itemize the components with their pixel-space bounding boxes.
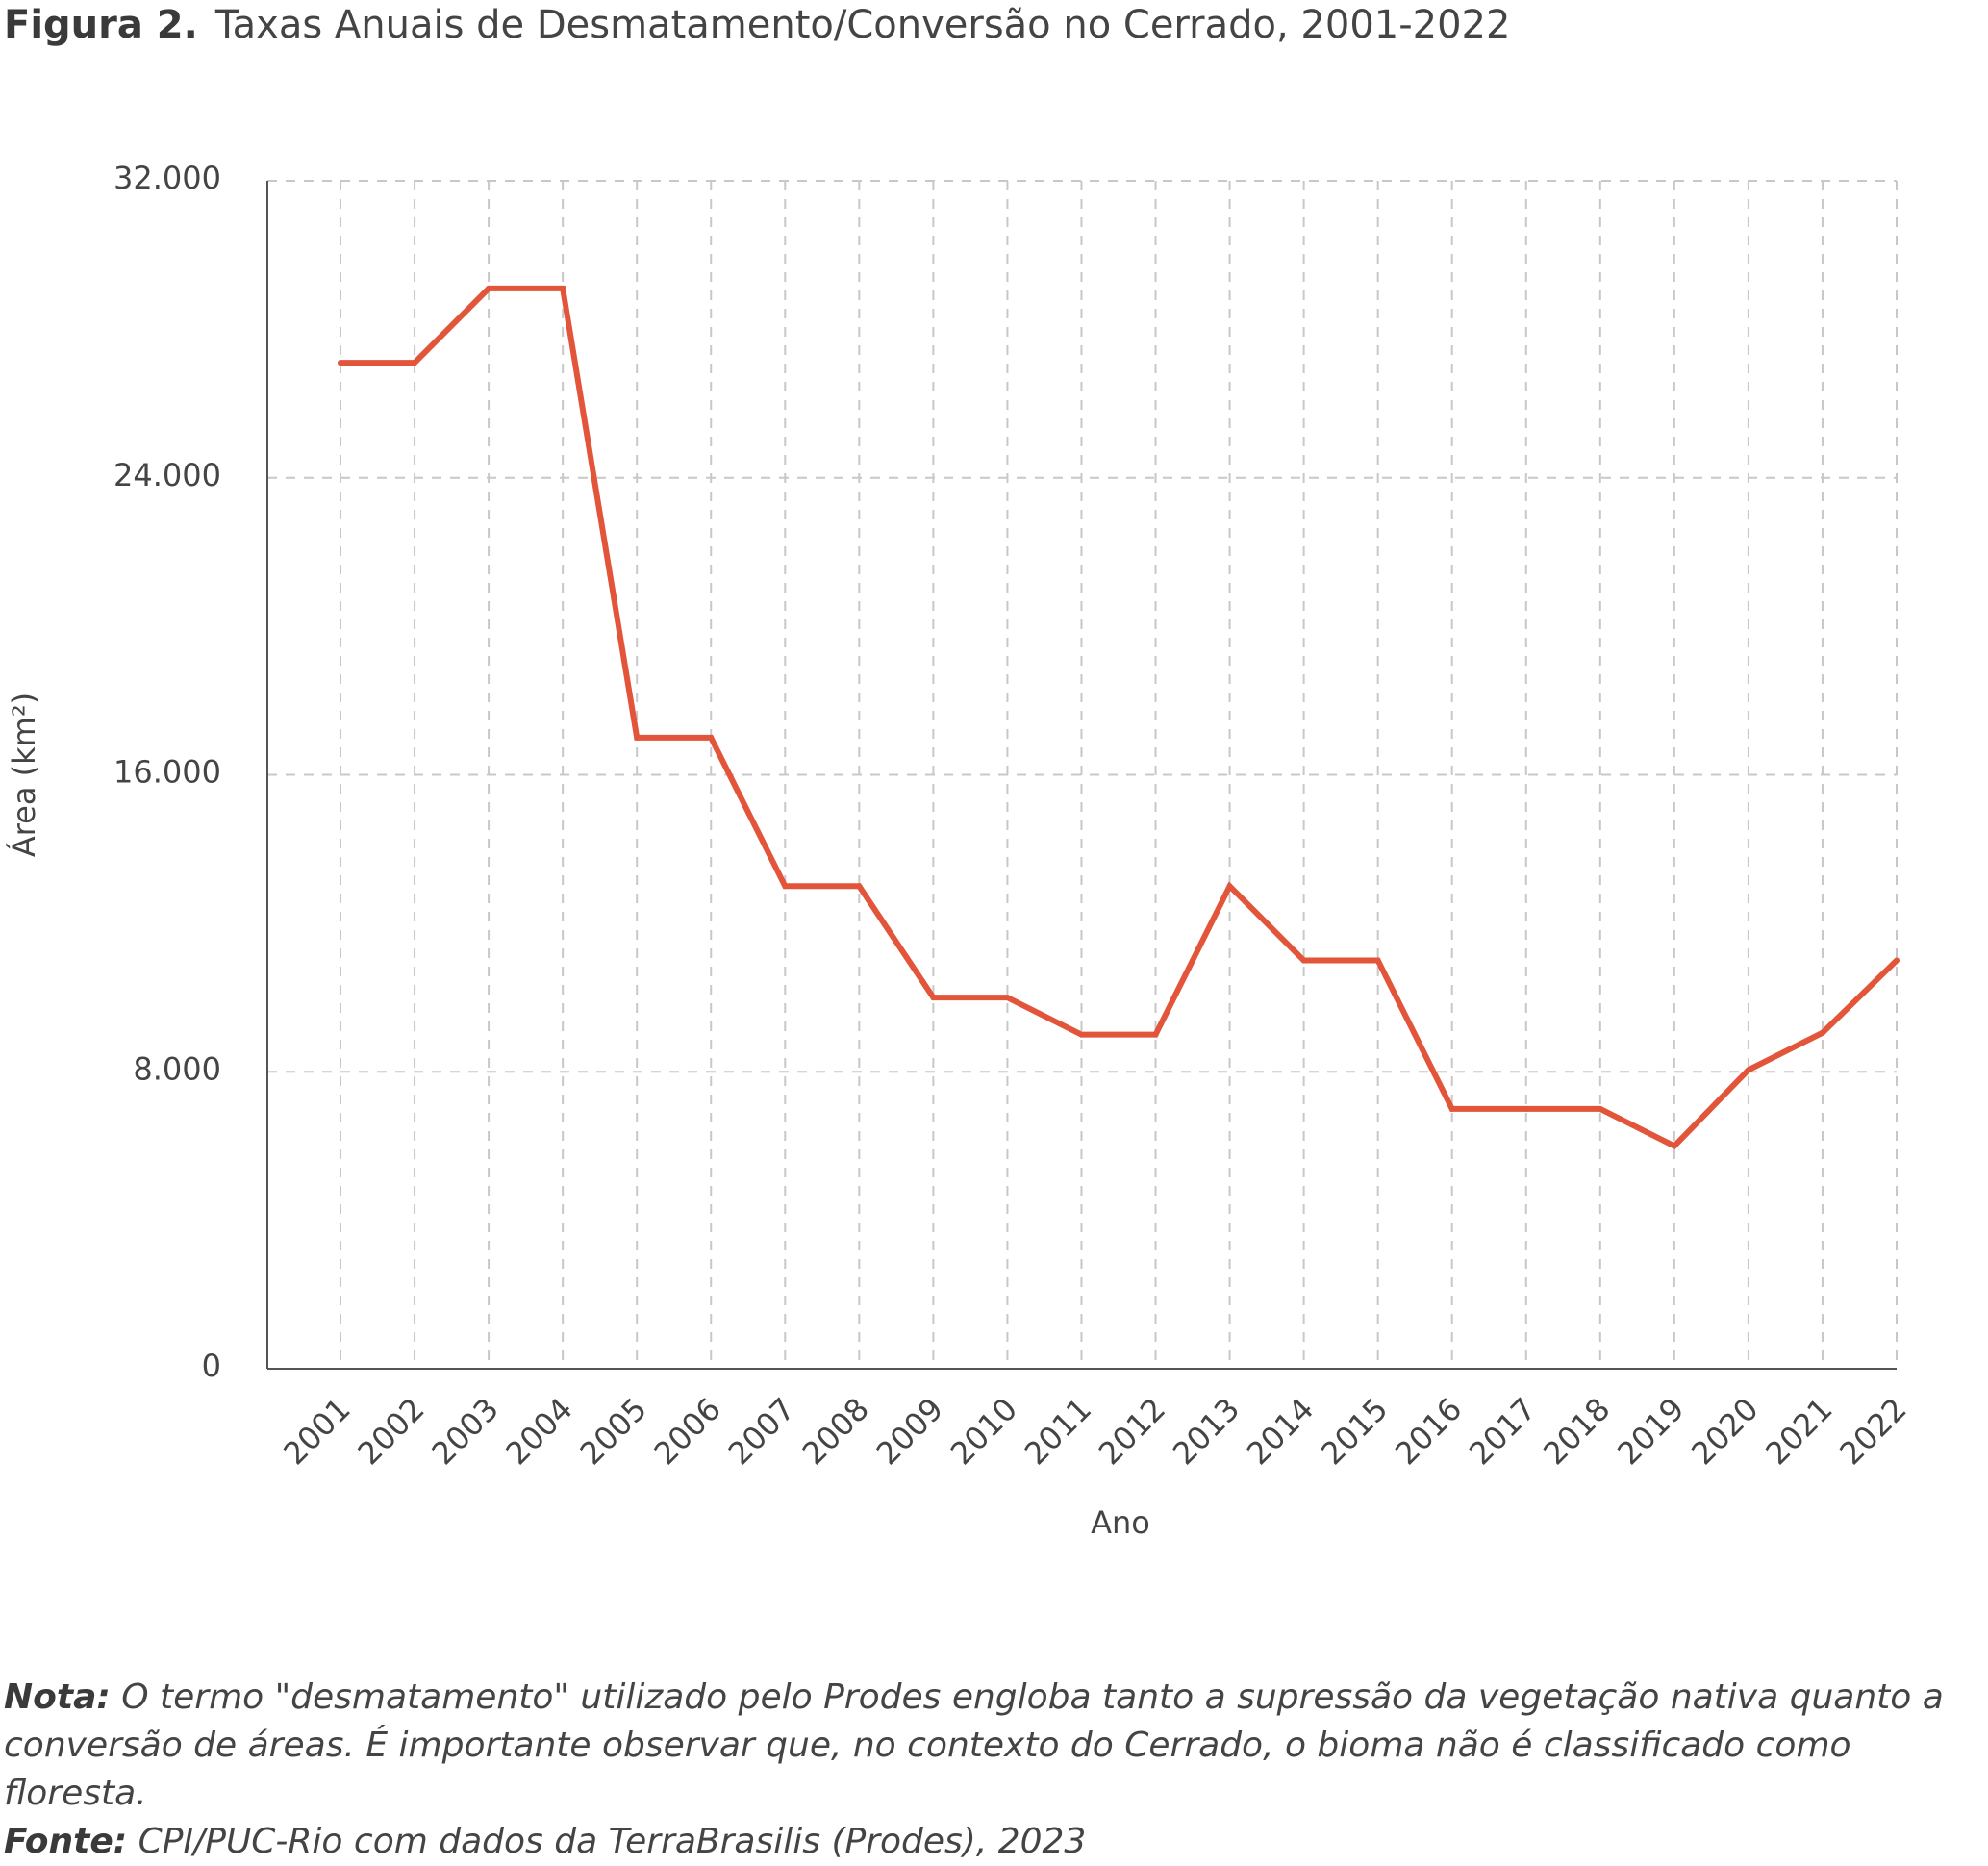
x-tick-label: 2017 [1462, 1391, 1543, 1472]
fonte-label: Fonte: [4, 1822, 128, 1861]
x-tick-label: 2010 [944, 1391, 1024, 1472]
x-tick-label: 2019 [1610, 1391, 1691, 1472]
data-point [1894, 957, 1900, 964]
data-point [1152, 1031, 1159, 1038]
x-tick-label: 2014 [1240, 1391, 1321, 1472]
x-tick-label: 2007 [720, 1391, 801, 1472]
y-tick-labels: 0 8.000 16.000 24.000 32.000 [113, 160, 221, 1384]
data-point [1745, 1067, 1751, 1073]
x-tick-label: 2001 [276, 1391, 357, 1472]
y-tick-label: 16.000 [113, 754, 221, 791]
nota-label: Nota: [4, 1677, 111, 1717]
x-tick-label: 2016 [1388, 1391, 1469, 1472]
data-point [1004, 995, 1011, 1001]
nota-paragraph: Nota: O termo "desmatamento" utilizado p… [4, 1674, 1966, 1818]
x-tick-label: 2013 [1166, 1391, 1246, 1472]
series-line [340, 285, 1900, 1150]
data-point [1819, 1029, 1825, 1036]
x-tick-label: 2002 [350, 1391, 431, 1472]
series-layer [338, 285, 1900, 1150]
x-tick-label: 2015 [1314, 1391, 1395, 1472]
x-tick-label: 2012 [1092, 1391, 1172, 1472]
axes [266, 181, 1897, 1370]
nota-text: O termo "desmatamento" utilizado pelo Pr… [4, 1677, 1944, 1813]
figure-label: Figura 2. [4, 3, 198, 47]
figure-title: Figura 2. Taxas Anuais de Desmatamento/Co… [4, 0, 1510, 50]
fonte-paragraph: Fonte: CPI/PUC-Rio com dados da TerraBra… [4, 1818, 1966, 1866]
data-point [1300, 957, 1307, 964]
data-point [1597, 1105, 1603, 1112]
x-tick-label: 2011 [1018, 1391, 1098, 1472]
y-tick-label: 32.000 [113, 160, 221, 196]
x-tick-label: 2008 [795, 1391, 876, 1472]
y-tick-label: 8.000 [133, 1050, 221, 1087]
x-axis-label: Ano [1091, 1504, 1150, 1541]
x-tick-labels: 2001200220032004200520062007200820092010… [276, 1391, 1913, 1472]
data-point [1226, 883, 1233, 890]
data-point [930, 995, 937, 1001]
data-point [634, 734, 641, 741]
data-point [856, 883, 863, 890]
figure-title-text: Taxas Anuais de Desmatamento/Conversão n… [214, 3, 1511, 47]
x-tick-label: 2022 [1832, 1391, 1913, 1472]
figure-notes: Nota: O termo "desmatamento" utilizado p… [4, 1674, 1966, 1866]
y-axis-label: Área (km²) [6, 693, 42, 857]
data-point [782, 883, 789, 890]
x-tick-label: 2020 [1684, 1391, 1765, 1472]
x-tick-label: 2005 [572, 1391, 653, 1472]
x-tick-label: 2004 [498, 1391, 579, 1472]
data-point [486, 285, 492, 291]
data-point [1522, 1105, 1529, 1112]
data-point [708, 734, 715, 741]
y-tick-label: 0 [202, 1348, 221, 1384]
data-point [1448, 1105, 1455, 1112]
x-tick-label: 2021 [1758, 1391, 1839, 1472]
fonte-text: CPI/PUC-Rio com dados da TerraBrasilis (… [138, 1822, 1087, 1861]
data-point [1374, 957, 1381, 964]
data-point [560, 285, 566, 291]
x-tick-label: 2018 [1536, 1391, 1617, 1472]
data-point [1671, 1143, 1677, 1149]
data-point [1078, 1031, 1085, 1038]
x-tick-label: 2009 [869, 1391, 950, 1472]
x-tick-label: 2006 [646, 1391, 727, 1472]
y-tick-label: 24.000 [113, 457, 221, 493]
grid-lines [267, 180, 1898, 1369]
x-tick-label: 2003 [424, 1391, 505, 1472]
data-point [338, 360, 343, 366]
data-point [412, 360, 418, 366]
